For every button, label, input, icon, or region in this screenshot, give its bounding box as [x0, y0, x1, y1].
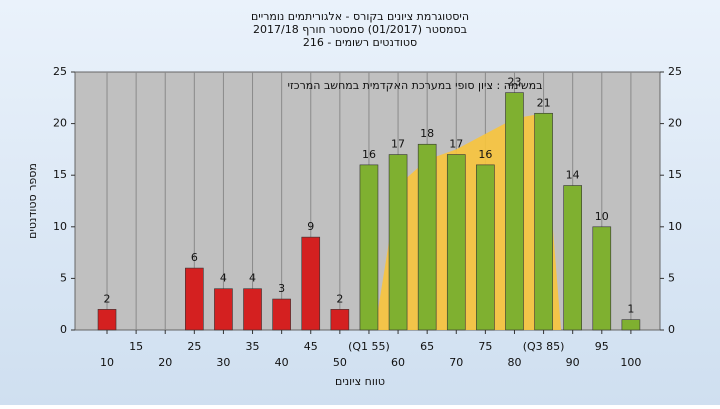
data-label: 9 [307, 220, 314, 233]
data-label: 2 [336, 292, 343, 305]
y-axis-label: מספר סטודנטים [26, 163, 39, 239]
bar [417, 143, 437, 331]
x-tick-label: 45 [304, 340, 318, 353]
x-tick-label: 25 [187, 340, 201, 353]
x-tick-label: 20 [158, 356, 172, 369]
x-tick-label: 35 [246, 340, 260, 353]
bar [534, 112, 553, 331]
annotation: במשימה : ציון סופי במערכת האקדמית במחשב … [288, 79, 543, 92]
data-label: 3 [278, 282, 285, 295]
x-tick-label: 15 [129, 340, 143, 353]
chart-title: היסטוגרמת ציונים בקורס - אלגוריתמים נומר… [251, 10, 469, 23]
y2-tick-label: 0 [668, 323, 675, 336]
x-axis-label: טווח ציונים [335, 375, 385, 388]
bar [330, 309, 350, 331]
data-label: 18 [420, 127, 434, 140]
data-label: 17 [449, 138, 463, 151]
data-label: 16 [478, 148, 492, 161]
y-tick-label: 10 [53, 220, 67, 233]
bar [301, 236, 321, 331]
x-tick-label: 40 [275, 356, 289, 369]
x-tick-label: 90 [566, 356, 580, 369]
data-label: 16 [362, 148, 376, 161]
y2-tick-label: 25 [668, 65, 682, 78]
x-tick-label: 80 [507, 356, 521, 369]
bar [446, 154, 466, 331]
y2-tick-label: 15 [668, 168, 682, 181]
bar [97, 309, 117, 331]
x-tick-label: 50 [333, 356, 347, 369]
x-tick-label: 75 [478, 340, 492, 353]
data-label: 14 [566, 169, 580, 182]
y-tick-label: 20 [53, 117, 67, 130]
y-tick-label: 15 [53, 168, 67, 181]
bar [272, 298, 291, 331]
data-label: 2 [104, 292, 111, 305]
x-tick-label: 100 [620, 356, 641, 369]
y-tick-label: 25 [53, 65, 67, 78]
bar [388, 154, 408, 331]
data-label: 21 [537, 96, 551, 109]
data-label: 4 [249, 272, 256, 285]
data-label: 17 [391, 138, 405, 151]
chart-subtitle: בסמסטר (01/2017) סמסטר חורף 2017/18 [253, 23, 467, 36]
x-tick-label: 95 [595, 340, 609, 353]
x-tick-label: (Q1 55) [348, 340, 390, 353]
bar [621, 319, 641, 331]
x-tick-label: 10 [100, 356, 114, 369]
y2-tick-label: 5 [668, 271, 675, 284]
bar [505, 92, 524, 331]
data-label: 10 [595, 210, 609, 223]
x-tick-label: 70 [449, 356, 463, 369]
y-tick-label: 0 [60, 323, 67, 336]
bar [563, 185, 582, 331]
bar [185, 267, 204, 331]
x-tick-label: (Q3 85) [523, 340, 565, 353]
x-tick-label: 65 [420, 340, 434, 353]
y-tick-label: 5 [60, 271, 67, 284]
chart-subtitle: סטודנטים רשומים - 216 [303, 36, 417, 49]
y2-tick-label: 20 [668, 117, 682, 130]
bar [592, 226, 612, 331]
data-label: 23 [507, 76, 521, 89]
bar [214, 288, 233, 331]
x-tick-label: 30 [216, 356, 230, 369]
bar [243, 288, 262, 331]
data-label: 6 [191, 251, 198, 264]
bar [359, 164, 379, 331]
bar [476, 164, 495, 331]
data-label: 4 [220, 272, 227, 285]
y2-tick-label: 10 [668, 220, 682, 233]
x-tick-label: 60 [391, 356, 405, 369]
data-label: 1 [627, 303, 634, 316]
